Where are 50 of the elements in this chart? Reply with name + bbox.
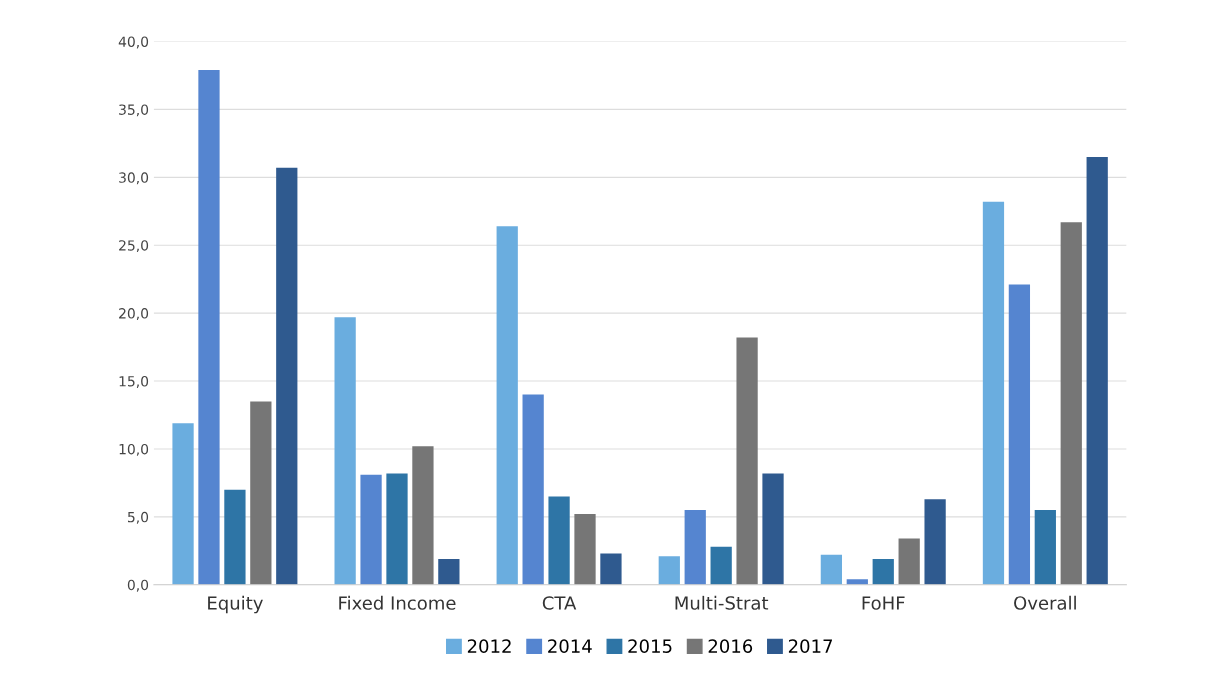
bar (762, 473, 784, 585)
bar (898, 538, 920, 585)
bar (360, 474, 382, 585)
legend-label: 2014 (548, 639, 592, 653)
x-tick-label: Equity (208, 595, 263, 614)
y-tick-label: 15,0 (119, 376, 149, 388)
bar (1008, 284, 1031, 585)
x-tick-label: Fixed Income (339, 595, 456, 610)
legend-label: 2015 (628, 639, 672, 653)
bar (548, 496, 570, 585)
x-tick-label: Overall (1014, 595, 1076, 610)
y-tick-label: 20,0 (119, 308, 149, 321)
bar (846, 579, 868, 585)
bar (522, 394, 544, 585)
bar (276, 167, 298, 585)
bar (600, 553, 622, 585)
bar (198, 70, 220, 585)
bar (820, 554, 843, 585)
bar (574, 514, 596, 585)
bar (658, 556, 680, 585)
bar (710, 546, 732, 585)
bar (684, 510, 706, 585)
y-tick-label: 35,0 (119, 104, 149, 117)
bar (386, 473, 408, 585)
bar (924, 499, 946, 585)
bar (334, 317, 356, 585)
bar (982, 201, 1005, 585)
bar (1086, 156, 1108, 585)
y-tick-label: 25,0 (119, 240, 149, 253)
x-tick-label: Multi-Strat (675, 595, 769, 610)
bar (1034, 510, 1056, 585)
y-tick-label: 30,0 (119, 172, 149, 185)
bar (1060, 222, 1082, 585)
legend-label: 2016 (708, 639, 753, 653)
x-tick-label: FoHF (862, 596, 905, 610)
bar (172, 423, 194, 585)
x-tick-label: CTA (542, 596, 577, 610)
y-tick-label: 10,0 (119, 443, 149, 456)
bar (224, 489, 246, 585)
legend-label: 2012 (467, 639, 511, 653)
bar (250, 401, 272, 585)
legend-label: 2017 (788, 639, 832, 653)
bar (438, 558, 460, 585)
y-tick-label: 40,0 (118, 36, 149, 49)
y-tick-label: 5,0 (128, 511, 149, 524)
bar (496, 226, 518, 585)
bar (736, 337, 758, 585)
y-tick-label: 0,0 (127, 579, 149, 592)
bar (412, 446, 434, 585)
bar (872, 558, 894, 585)
